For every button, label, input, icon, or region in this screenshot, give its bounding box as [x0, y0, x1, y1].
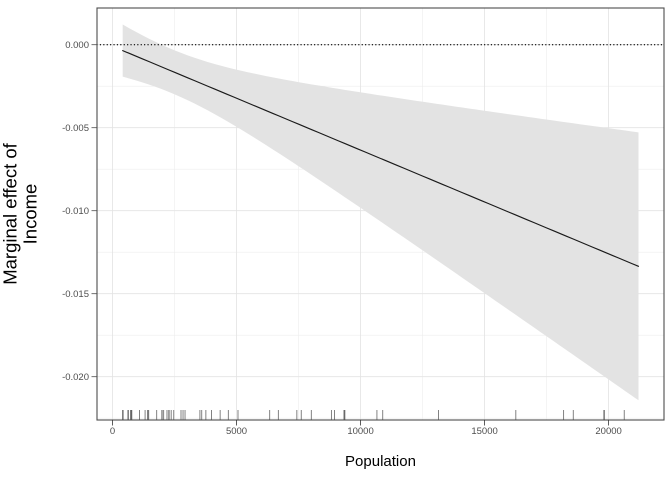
svg-text:Marginal effect of: Marginal effect of	[0, 142, 21, 284]
svg-text:20000: 20000	[595, 426, 621, 437]
svg-text:15000: 15000	[471, 426, 497, 437]
svg-text:Population: Population	[345, 453, 416, 470]
svg-text:-0.005: -0.005	[62, 123, 89, 134]
svg-text:5000: 5000	[226, 426, 247, 437]
svg-text:0.000: 0.000	[65, 40, 89, 51]
svg-text:-0.015: -0.015	[62, 289, 89, 300]
svg-text:10000: 10000	[347, 426, 373, 437]
svg-text:0: 0	[110, 426, 115, 437]
svg-text:-0.020: -0.020	[62, 372, 89, 383]
svg-text:-0.010: -0.010	[62, 206, 89, 217]
svg-text:Income: Income	[20, 184, 41, 245]
